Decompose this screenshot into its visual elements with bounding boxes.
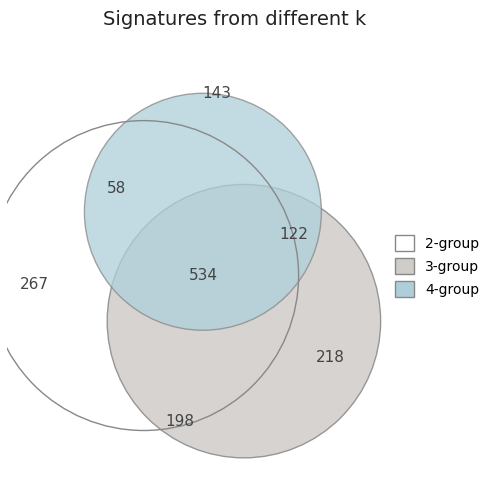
Text: 198: 198 <box>166 414 195 429</box>
Text: 267: 267 <box>20 277 49 292</box>
Circle shape <box>84 93 322 330</box>
Text: 534: 534 <box>188 268 217 283</box>
Title: Signatures from different k: Signatures from different k <box>103 10 366 29</box>
Text: 122: 122 <box>280 227 308 242</box>
Text: 218: 218 <box>316 350 345 365</box>
Text: 143: 143 <box>202 86 231 101</box>
Legend: 2-group, 3-group, 4-group: 2-group, 3-group, 4-group <box>388 228 486 304</box>
Circle shape <box>107 184 381 458</box>
Text: 58: 58 <box>107 181 126 197</box>
